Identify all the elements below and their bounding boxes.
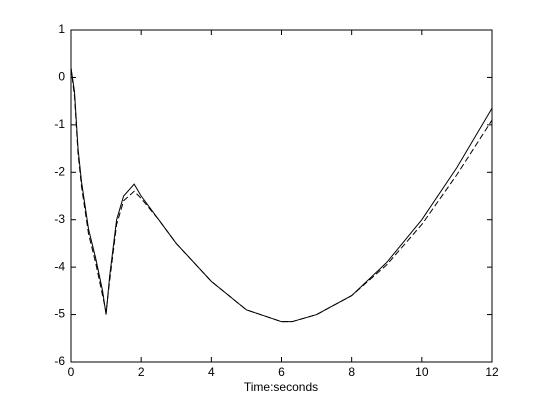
x-tick-label: 12 bbox=[485, 365, 499, 379]
y-tick-label: -4 bbox=[54, 259, 65, 273]
x-tick-label: 8 bbox=[348, 365, 355, 379]
line-series bbox=[70, 67, 493, 323]
x-tick-label: 4 bbox=[208, 365, 215, 379]
y-tick-label: -2 bbox=[54, 164, 65, 178]
x-tick-label: 2 bbox=[138, 365, 145, 379]
y-tick-label: -6 bbox=[54, 354, 65, 368]
x-tick-label: 6 bbox=[278, 365, 285, 379]
y-tick-label: -5 bbox=[54, 307, 65, 321]
y-tick-label: 0 bbox=[58, 70, 65, 84]
y-tick-label: -3 bbox=[54, 212, 65, 226]
x-axis-label: Time:seconds bbox=[244, 380, 318, 394]
y-tick-label: -1 bbox=[54, 117, 65, 131]
y-tick-label: 1 bbox=[58, 22, 65, 36]
plot-frame bbox=[70, 29, 493, 363]
x-tick-label: 0 bbox=[68, 365, 75, 379]
x-tick-label: 10 bbox=[415, 365, 429, 379]
